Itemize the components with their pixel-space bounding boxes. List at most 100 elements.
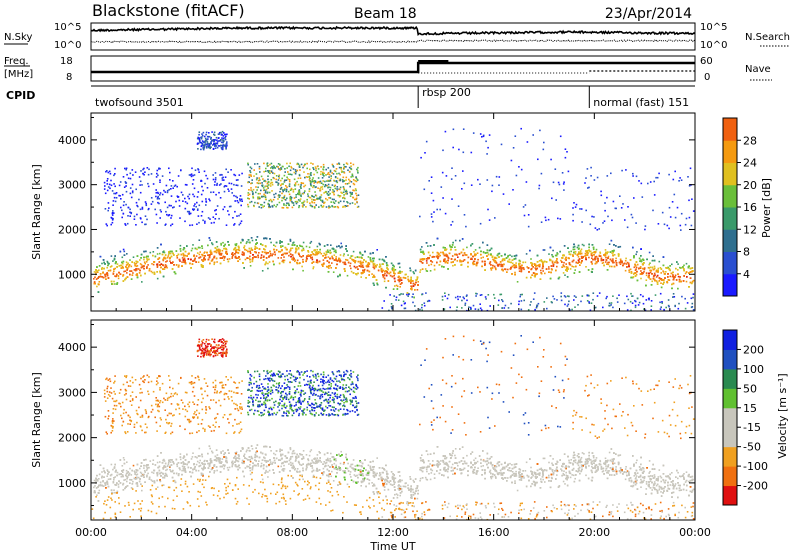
power-cell — [472, 255, 474, 258]
power-cell — [175, 264, 178, 266]
power-cell — [266, 182, 269, 185]
power-cell — [600, 257, 603, 259]
power-cell — [352, 179, 355, 181]
power-cell — [583, 244, 585, 247]
power-cell — [184, 254, 187, 257]
power-cell — [221, 130, 224, 133]
power-cell — [248, 198, 250, 200]
power-cell — [328, 261, 330, 264]
power-cell — [356, 194, 358, 197]
power-cell — [283, 181, 286, 183]
power-cell — [387, 268, 389, 271]
power-cell — [653, 274, 655, 277]
power-cell — [579, 253, 581, 255]
power-cell — [432, 251, 434, 254]
power-cell — [612, 261, 614, 264]
power-cell — [341, 171, 343, 173]
power-cell — [275, 249, 278, 251]
power-cell — [332, 192, 335, 194]
power-cell — [484, 269, 486, 271]
power-cell — [164, 254, 167, 256]
power-cell — [594, 256, 597, 258]
power-cell — [214, 139, 216, 141]
power-cell — [151, 271, 154, 274]
power-cell — [511, 255, 513, 258]
power-cell — [357, 268, 359, 270]
power-cell — [310, 240, 313, 243]
power-cell — [114, 275, 116, 277]
power-cell — [116, 263, 119, 265]
power-cell — [212, 144, 214, 146]
power-cell — [379, 263, 381, 266]
power-cell — [276, 203, 279, 206]
power-cell — [498, 252, 501, 255]
power-cell — [320, 199, 322, 202]
power-cell — [494, 260, 497, 262]
power-cell — [136, 274, 139, 277]
power-cell — [166, 266, 168, 269]
power-cell — [284, 199, 287, 201]
power-cell — [346, 163, 349, 165]
power-cell — [545, 261, 548, 263]
power-cell — [297, 163, 300, 165]
power-cell — [380, 269, 383, 271]
power-cell — [426, 262, 428, 264]
power-cell — [427, 245, 429, 247]
power-cell — [417, 284, 419, 286]
power-cell — [336, 189, 339, 192]
power-cell — [645, 279, 648, 281]
power-cell — [446, 255, 449, 258]
power-cell — [296, 163, 298, 166]
power-cell — [169, 257, 171, 259]
power-cell — [376, 283, 379, 286]
power-cell — [190, 267, 192, 269]
power-cell — [286, 252, 288, 255]
power-cell — [593, 254, 595, 256]
power-cell — [482, 256, 484, 259]
power-cell — [296, 169, 299, 172]
power-cell — [486, 249, 489, 251]
power-cell — [183, 257, 186, 260]
power-cell — [354, 203, 356, 205]
power-cell — [220, 254, 222, 256]
power-cell — [316, 261, 319, 264]
power-cell — [520, 270, 523, 273]
power-cell — [667, 273, 669, 275]
power-cell — [271, 181, 274, 184]
power-cell — [261, 251, 264, 253]
power-cell — [283, 198, 286, 201]
power-cell — [247, 197, 249, 200]
power-cell — [356, 168, 358, 171]
power-cell — [352, 272, 355, 274]
power-cell — [312, 186, 314, 189]
beam-label: Beam 18 — [354, 6, 417, 22]
power-cell — [494, 267, 497, 270]
power-cell — [343, 166, 346, 168]
power-cell — [678, 280, 681, 283]
power-cell — [416, 276, 419, 278]
power-cell — [166, 256, 169, 259]
power-cell — [134, 264, 136, 267]
nave-axis-top: 60 — [700, 56, 713, 67]
power-cell — [280, 249, 283, 252]
power-cell — [267, 171, 270, 174]
power-cell — [635, 261, 638, 263]
power-cell — [480, 250, 482, 253]
power-cell — [368, 274, 370, 276]
power-cell — [310, 174, 312, 177]
power-cell — [257, 256, 260, 259]
power-cell — [350, 181, 353, 183]
power-cell — [419, 269, 422, 271]
power-cell — [182, 252, 184, 255]
power-cell — [287, 178, 289, 180]
power-cell — [347, 169, 349, 171]
power-cell — [112, 272, 115, 275]
power-cell — [412, 282, 415, 285]
power-cell — [655, 270, 658, 273]
power-cell — [397, 279, 399, 281]
power-cell — [325, 168, 327, 171]
power-cell — [556, 258, 558, 260]
power-cell — [211, 243, 214, 246]
power-cell — [343, 168, 345, 170]
power-cell — [305, 256, 308, 259]
